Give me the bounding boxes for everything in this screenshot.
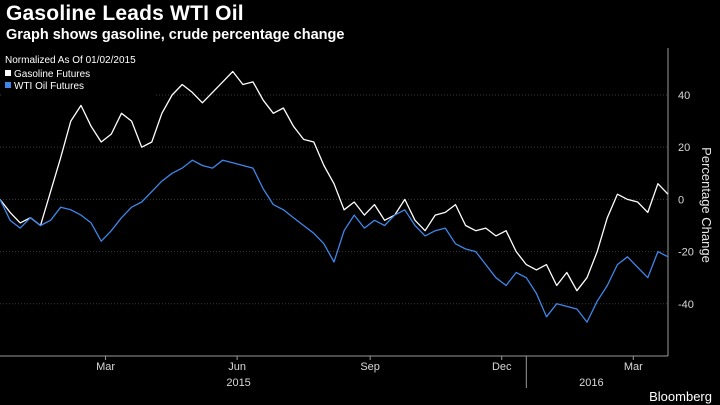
chart-subtitle: Graph shows gasoline, crude percentage c… — [6, 27, 345, 43]
legend-entry-gasoline: Gasoline Futures — [14, 69, 90, 80]
x-axis: Mar Jun Sep Dec Mar 2015 2016 — [0, 355, 668, 389]
series-lines — [0, 70, 669, 323]
chart-title: Gasoline Leads WTI Oil — [6, 2, 244, 25]
x-year-label: 2015 — [226, 377, 250, 389]
y-axis-label: Percentage Change — [699, 147, 714, 263]
x-year-label: 2016 — [579, 377, 603, 389]
legend-swatch-gasoline — [5, 70, 11, 76]
legend-title: Normalized As Of 01/02/2015 — [5, 55, 136, 66]
y-tick-label: -20 — [678, 247, 694, 259]
y-axis: -40 -20 0 20 40 — [667, 48, 694, 356]
legend: Normalized As Of 01/02/2015 Gasoline Fut… — [1, 50, 155, 96]
legend-entry-wti: WTI Oil Futures — [14, 81, 84, 92]
grid-lines — [0, 94, 668, 305]
x-tick-label: Jun — [228, 361, 246, 373]
x-tick-label: Mar — [624, 361, 643, 373]
series-line-wti — [0, 159, 669, 323]
legend-swatch-wti — [5, 82, 11, 88]
x-tick-label: Mar — [96, 361, 115, 373]
x-tick-label: Sep — [360, 361, 380, 373]
x-tick-label: Dec — [492, 361, 512, 373]
y-tick-label: 0 — [678, 194, 684, 206]
series-line-gasoline — [0, 70, 669, 292]
bloomberg-logo: Bloomberg — [649, 389, 712, 404]
y-tick-label: 20 — [678, 142, 690, 154]
y-tick-label: -40 — [678, 299, 694, 311]
legend-background — [1, 50, 155, 96]
y-tick-label: 40 — [678, 90, 690, 102]
